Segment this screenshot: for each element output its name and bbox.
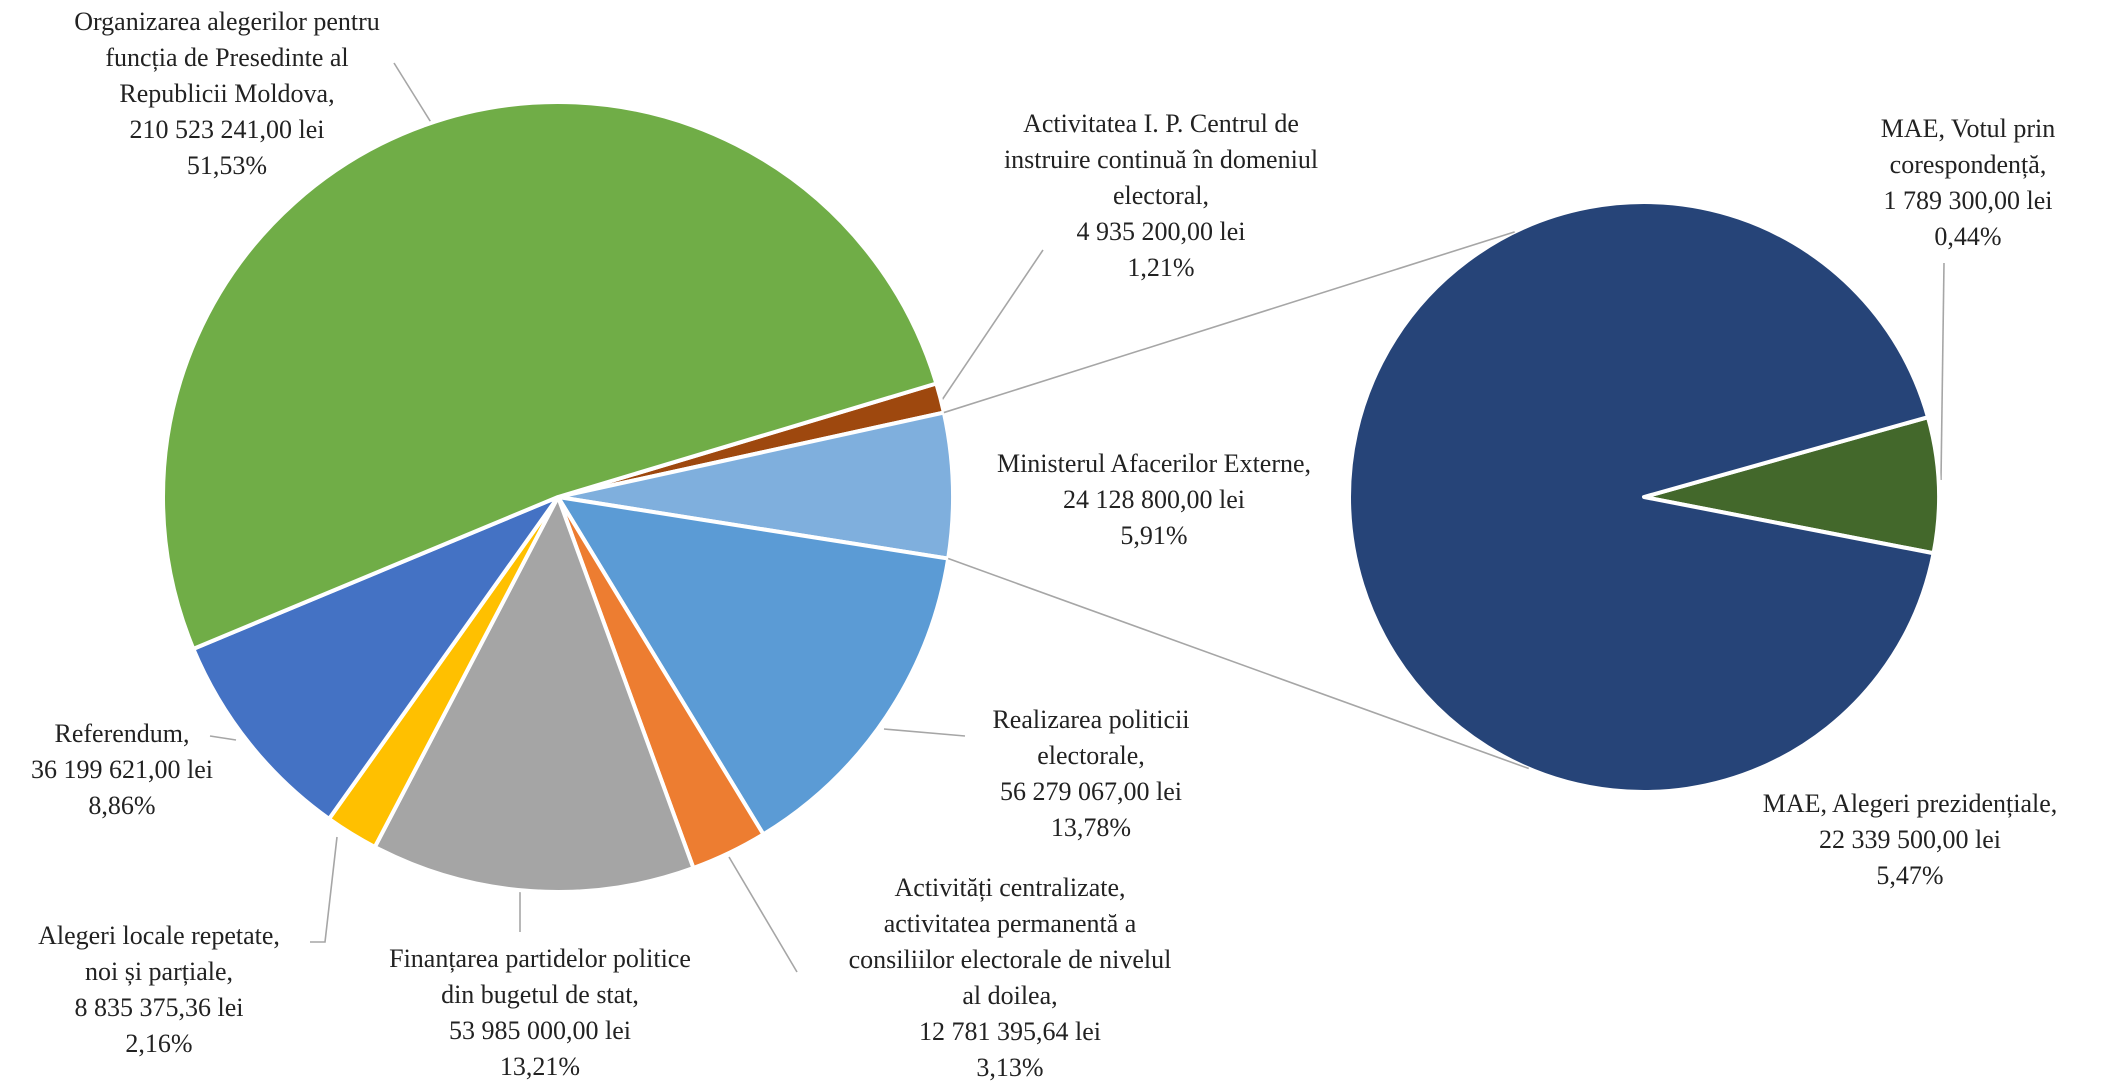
slice-label: instruire continuă în domeniul <box>1004 145 1318 174</box>
leader-line <box>393 62 433 125</box>
value-label: 210 523 241,00 lei <box>130 115 325 144</box>
slice-label: Ministerul Afacerilor Externe, <box>997 449 1311 478</box>
slice-label: Realizarea politicii <box>992 705 1189 734</box>
share-label: 13,21% <box>500 1052 580 1081</box>
leader-line <box>941 249 1044 401</box>
share-label: 3,13% <box>976 1053 1043 1082</box>
pie-slice <box>1347 200 1936 794</box>
value-label: 8 835 375,36 lei <box>75 993 244 1022</box>
share-label: 8,86% <box>88 791 155 820</box>
slice-label: Alegeri locale repetate, <box>38 921 280 950</box>
leader-line <box>1940 262 1945 481</box>
share-label: 13,78% <box>1051 813 1131 842</box>
value-label: 24 128 800,00 lei <box>1063 485 1245 514</box>
slice-label: MAE, Alegeri prezidențiale, <box>1763 789 2058 818</box>
value-label: 12 781 395,64 lei <box>919 1017 1101 1046</box>
pie-slice <box>161 100 939 651</box>
share-label: 5,47% <box>1876 861 1943 890</box>
share-label: 2,16% <box>125 1029 192 1058</box>
leader-line <box>209 735 237 741</box>
leader-line <box>883 728 966 737</box>
value-label: 1 789 300,00 lei <box>1884 186 2053 215</box>
pie-slice <box>556 410 955 561</box>
value-label: 56 279 067,00 lei <box>1000 777 1182 806</box>
value-label: 36 199 621,00 lei <box>31 755 213 784</box>
value-label: 4 935 200,00 lei <box>1077 217 1246 246</box>
slice-label: MAE, Votul prin <box>1881 114 2056 143</box>
slice-label: Referendum, <box>54 719 189 748</box>
pie-slice <box>372 495 696 894</box>
slice-label: activitatea permanentă a <box>884 909 1137 938</box>
share-label: 0,44% <box>1934 222 2001 251</box>
slice-label: noi și parțiale, <box>85 957 233 986</box>
pie-slice <box>556 495 951 837</box>
share-label: 51,53% <box>187 151 267 180</box>
slice-label: Activitatea I. P. Centrul de <box>1023 109 1299 138</box>
slice-label: din bugetul de stat, <box>441 980 639 1009</box>
leader-lines <box>209 62 1945 973</box>
slice-label: al doilea, <box>962 981 1057 1010</box>
slice-label: funcția de Presedinte al <box>105 43 348 72</box>
pie-slice <box>191 495 560 821</box>
slice-label: Organizarea alegerilor pentru <box>74 7 380 36</box>
connector-line <box>947 557 1530 770</box>
share-label: 5,91% <box>1120 521 1187 550</box>
slice-label: electorale, <box>1037 741 1145 770</box>
share-label: 1,21% <box>1127 253 1194 282</box>
leader-line <box>310 836 338 943</box>
leader-line <box>728 856 798 973</box>
connector-line <box>943 231 1515 414</box>
slice-label: consiliilor electorale de nivelul <box>849 945 1172 974</box>
slice-label: corespondență, <box>1890 150 2047 179</box>
slice-label: Finanțarea partidelor politice <box>389 944 691 973</box>
slice-label: Activități centralizate, <box>895 873 1126 902</box>
pie-slice <box>1642 415 1941 556</box>
value-label: 22 339 500,00 lei <box>1819 825 2001 854</box>
slice-label: Republicii Moldova, <box>119 79 334 108</box>
slice-label: electoral, <box>1113 181 1209 210</box>
value-label: 53 985 000,00 lei <box>449 1016 631 1045</box>
